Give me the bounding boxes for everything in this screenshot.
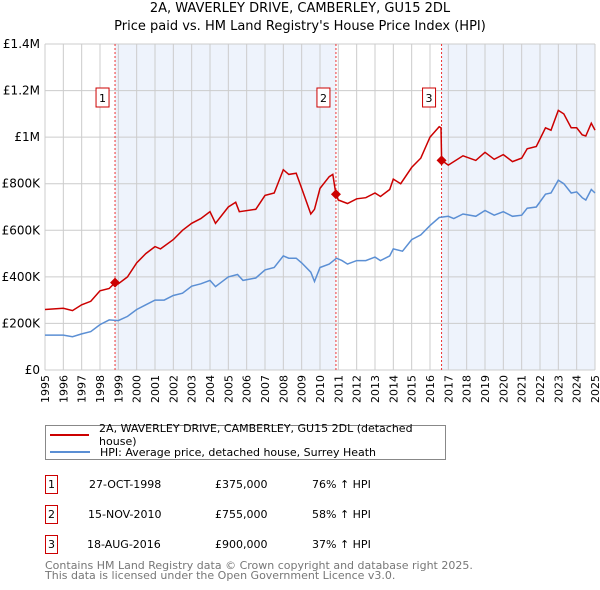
x-tick-label: 2012 [351,375,364,403]
y-tick-label: £1M [14,130,40,144]
x-tick-label: 2005 [222,375,235,403]
legend-item-hpi: HPI: Average price, detached house, Surr… [50,444,376,460]
x-tick-label: 1999 [112,375,125,403]
x-tick-label: 2019 [479,375,492,403]
legend: 2A, WAVERLEY DRIVE, CAMBERLEY, GU15 2DL … [45,422,446,460]
price-chart: 1995 1996 1997 1998 1999 2000 2001 2002 2003 2004… [2,37,600,403]
x-tick-label: 2006 [241,375,254,403]
y-tick-label: £800K [2,177,42,191]
sale-row: 1 27-OCT-1998 £375,000 76% ↑ HPI [45,475,465,495]
x-tick-label: 2017 [442,375,455,403]
x-tick-label: 1996 [57,375,70,403]
y-tick-label: £1.4M [3,37,40,51]
legend-item-property: 2A, WAVERLEY DRIVE, CAMBERLEY, GU15 2DL … [50,422,445,448]
chart-subtitle: Price paid vs. HM Land Registry's House … [114,19,486,34]
sale-label-box [316,87,331,108]
x-tick-label: 2013 [369,375,382,403]
x-tick-label: 2000 [131,375,144,403]
x-tick-label: 2014 [387,375,400,403]
sale-number-badge: 3 [45,535,58,554]
sale-point [436,155,447,166]
shaded-band [115,44,336,370]
sale-label-box [95,87,110,108]
sale-point [110,277,121,288]
footer-copyright: Contains HM Land Registry data © Crown c… [45,559,473,572]
x-tick-label: 2015 [406,375,419,403]
x-tick-label: 2007 [259,375,272,403]
y-tick-label: £0 [25,363,40,377]
sale-label: 3 [426,92,433,105]
x-tick-label: 2018 [461,375,474,403]
x-tick-label: 2004 [204,375,217,403]
sale-price: £900,000 [215,538,268,551]
x-tick-label: 1997 [76,375,89,403]
legend-swatch-blue [50,451,90,453]
x-tick-label: 2016 [424,375,437,403]
legend-swatch-red [50,434,90,436]
sale-row: 3 18-AUG-2016 £900,000 37% ↑ HPI [45,535,465,555]
sale-hpi-change: 58% ↑ HPI [312,508,371,521]
y-tick-label: £400K [2,270,42,284]
footer-licence: This data is licensed under the Open Gov… [45,569,396,582]
sale-date: 18-AUG-2016 [87,538,161,551]
legend-label: HPI: Average price, detached house, Surr… [100,445,377,459]
sale-price: £375,000 [215,478,268,491]
sale-row: 2 15-NOV-2010 £755,000 58% ↑ HPI [45,505,465,525]
sale-hpi-change: 76% ↑ HPI [312,478,371,491]
x-tick-label: 1998 [94,375,107,403]
sale-label: 1 [99,92,106,105]
sale-price: £755,000 [215,508,268,521]
sale-number-badge: 1 [45,475,58,494]
y-tick-label: £200K [2,316,42,330]
x-tick-label: 2001 [149,375,162,403]
y-tick-label: £600K [2,223,42,237]
x-tick-label: 2009 [296,375,309,403]
sale-date: 15-NOV-2010 [88,508,162,521]
sale-number-badge: 2 [45,505,58,524]
sale-hpi-change: 37% ↑ HPI [312,538,371,551]
x-tick-label: 2023 [552,375,565,403]
sale-label-box [422,87,437,108]
sale-date: 27-OCT-1998 [89,478,162,491]
x-tick-label: 2022 [534,375,547,403]
legend-label: 2A, WAVERLEY DRIVE, CAMBERLEY, GU15 2DL … [99,422,413,448]
x-tick-label: 2021 [516,375,529,403]
x-tick-label: 2010 [314,375,327,403]
x-tick-label: 2011 [332,375,345,403]
sale-label: 2 [320,92,327,105]
series-line [45,179,596,338]
x-tick-label: 2024 [571,375,584,403]
chart-title: 2A, WAVERLEY DRIVE, CAMBERLEY, GU15 2DL [149,1,451,16]
x-tick-label: 2020 [497,375,510,403]
x-tick-label: 2003 [186,375,199,403]
x-tick-label: 2008 [277,375,290,403]
x-tick-label: 2025 [589,375,600,403]
y-tick-label: £1.2M [3,84,40,98]
x-tick-label: 2002 [167,375,180,403]
shaded-band [441,44,595,370]
sale-point [330,189,341,200]
x-tick-label: 1995 [39,375,52,403]
